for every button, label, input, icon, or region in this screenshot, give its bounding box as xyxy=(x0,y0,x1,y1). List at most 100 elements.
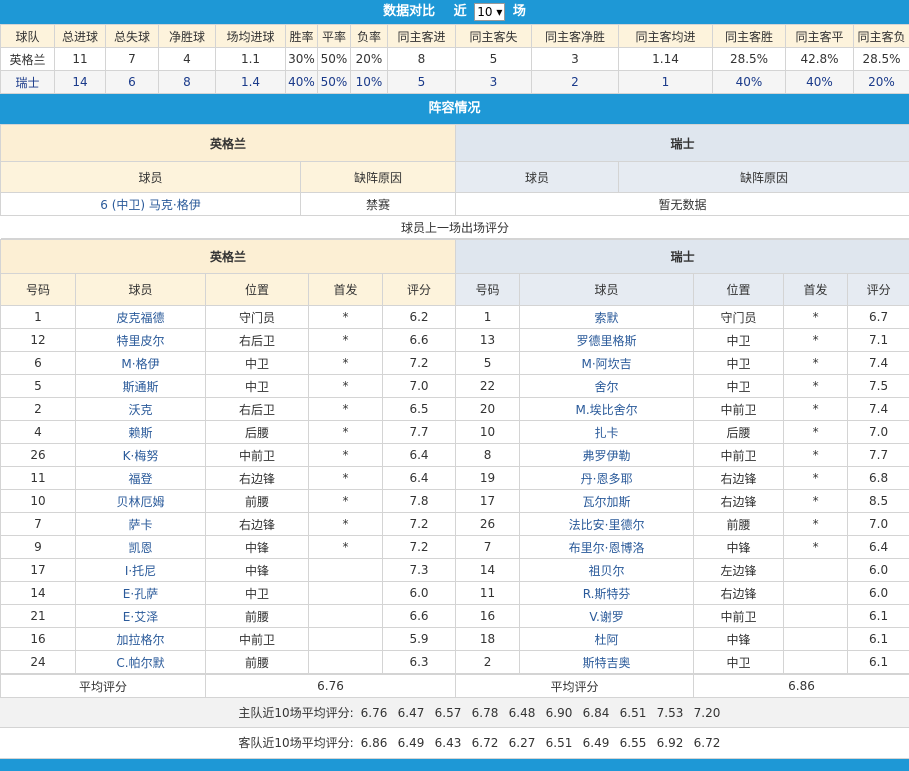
recent-rating: 7.53 xyxy=(657,698,692,728)
recent-rating: 6.76 xyxy=(361,698,396,728)
number: 5 xyxy=(456,352,520,375)
player-name[interactable]: R.斯特芬 xyxy=(520,582,694,605)
games-select[interactable]: 10 ▾ xyxy=(474,3,505,21)
rating: 6.6 xyxy=(383,329,456,352)
rating: 7.1 xyxy=(848,329,909,352)
stats-table: 球队总进球总失球净胜球场均进球胜率平率负率同主客进同主客失同主客净胜同主客均进同… xyxy=(0,24,909,94)
starter xyxy=(309,582,383,605)
starter xyxy=(784,651,848,674)
starter: * xyxy=(309,398,383,421)
player-name[interactable]: 赖斯 xyxy=(76,421,206,444)
starter: * xyxy=(784,375,848,398)
stat-cell: 30% xyxy=(286,48,318,71)
stats-col-header: 总进球 xyxy=(55,25,106,48)
position: 右边锋 xyxy=(694,467,784,490)
stat-cell: 28.5% xyxy=(713,48,786,71)
player-name[interactable]: M·格伊 xyxy=(76,352,206,375)
chevron-down-icon: ▾ xyxy=(496,5,502,19)
player-name[interactable]: 萨卡 xyxy=(76,513,206,536)
player-name[interactable]: 扎卡 xyxy=(520,421,694,444)
stats-col-header: 同主客进 xyxy=(388,25,456,48)
starter: * xyxy=(784,398,848,421)
player-name[interactable]: 法比安·里德尔 xyxy=(520,513,694,536)
stats-col-header: 净胜球 xyxy=(159,25,216,48)
number: 7 xyxy=(1,513,76,536)
number: 16 xyxy=(1,628,76,651)
player-name[interactable]: E·孔萨 xyxy=(76,582,206,605)
player-name[interactable]: C.帕尔默 xyxy=(76,651,206,674)
player-name[interactable]: 罗德里格斯 xyxy=(520,329,694,352)
rating: 7.2 xyxy=(383,352,456,375)
player-name[interactable]: 舍尔 xyxy=(520,375,694,398)
position: 中锋 xyxy=(694,536,784,559)
team-name: 瑞士 xyxy=(1,71,55,94)
reason-col-header: 缺阵原因 xyxy=(301,162,456,193)
player-name[interactable]: 杜阿 xyxy=(520,628,694,651)
unit-label: 场 xyxy=(513,4,526,19)
player-name[interactable]: 斯通斯 xyxy=(76,375,206,398)
position: 中前卫 xyxy=(694,605,784,628)
rating: 6.0 xyxy=(383,582,456,605)
number: 4 xyxy=(1,421,76,444)
starter xyxy=(309,651,383,674)
stat-cell: 1.4 xyxy=(216,71,286,94)
position: 左边锋 xyxy=(694,559,784,582)
number: 2 xyxy=(1,398,76,421)
away-team-header: 瑞士 xyxy=(456,125,909,162)
number: 13 xyxy=(456,329,520,352)
player-name[interactable]: 祖贝尔 xyxy=(520,559,694,582)
home-avg-value: 6.76 xyxy=(206,675,456,698)
stat-cell: 8 xyxy=(159,71,216,94)
player-name[interactable]: 索默 xyxy=(520,306,694,329)
player-name[interactable]: 布里尔·恩博洛 xyxy=(520,536,694,559)
recent-rating: 6.51 xyxy=(620,698,655,728)
player-name[interactable]: V.谢罗 xyxy=(520,605,694,628)
position: 中前卫 xyxy=(206,628,309,651)
recent-rating: 6.48 xyxy=(509,698,544,728)
position: 后腰 xyxy=(694,421,784,444)
col-header-3: 首发 xyxy=(784,274,848,306)
starter: * xyxy=(309,490,383,513)
player-name[interactable]: M·阿坎吉 xyxy=(520,352,694,375)
ratings-header-row: 号码球员位置首发评分号码球员位置首发评分 xyxy=(1,274,909,306)
rating: 7.3 xyxy=(383,559,456,582)
player-name[interactable]: E·艾泽 xyxy=(76,605,206,628)
starter xyxy=(784,628,848,651)
number: 12 xyxy=(1,329,76,352)
player-name[interactable]: 弗罗伊勒 xyxy=(520,444,694,467)
ratings-title: 球员上一场出场评分 xyxy=(1,216,909,239)
position: 中卫 xyxy=(694,375,784,398)
recent-rating: 6.51 xyxy=(546,728,581,758)
player-name[interactable]: 加拉格尔 xyxy=(76,628,206,651)
recent-rating: 6.57 xyxy=(435,698,470,728)
rating: 6.5 xyxy=(383,398,456,421)
stat-cell: 20% xyxy=(351,48,388,71)
starter xyxy=(784,605,848,628)
player-name[interactable]: K·梅努 xyxy=(76,444,206,467)
starter: * xyxy=(784,306,848,329)
player-name[interactable]: 斯特吉奥 xyxy=(520,651,694,674)
starter: * xyxy=(784,490,848,513)
absent-player-link[interactable]: 6 (中卫) 马克·格伊 xyxy=(1,193,301,216)
player-name[interactable]: 沃克 xyxy=(76,398,206,421)
stats-col-header: 同主客均进 xyxy=(619,25,713,48)
stats-col-header: 球队 xyxy=(1,25,55,48)
starter: * xyxy=(784,421,848,444)
player-name[interactable]: 丹·恩多耶 xyxy=(520,467,694,490)
stat-cell: 11 xyxy=(55,48,106,71)
stats-header-row: 球队总进球总失球净胜球场均进球胜率平率负率同主客进同主客失同主客净胜同主客均进同… xyxy=(1,25,909,48)
player-name[interactable]: 瓦尔加斯 xyxy=(520,490,694,513)
player-col-header: 球员 xyxy=(456,162,619,193)
player-name[interactable]: M.埃比舍尔 xyxy=(520,398,694,421)
player-name[interactable]: 贝林厄姆 xyxy=(76,490,206,513)
position: 中卫 xyxy=(206,582,309,605)
player-name[interactable]: I·托尼 xyxy=(76,559,206,582)
player-name[interactable]: 福登 xyxy=(76,467,206,490)
lineup-title-bar: 阵容情况 xyxy=(0,94,909,124)
position: 前腰 xyxy=(206,651,309,674)
stat-cell: 6 xyxy=(106,71,159,94)
player-name[interactable]: 皮克福德 xyxy=(76,306,206,329)
position: 中锋 xyxy=(694,628,784,651)
player-name[interactable]: 凯恩 xyxy=(76,536,206,559)
player-name[interactable]: 特里皮尔 xyxy=(76,329,206,352)
